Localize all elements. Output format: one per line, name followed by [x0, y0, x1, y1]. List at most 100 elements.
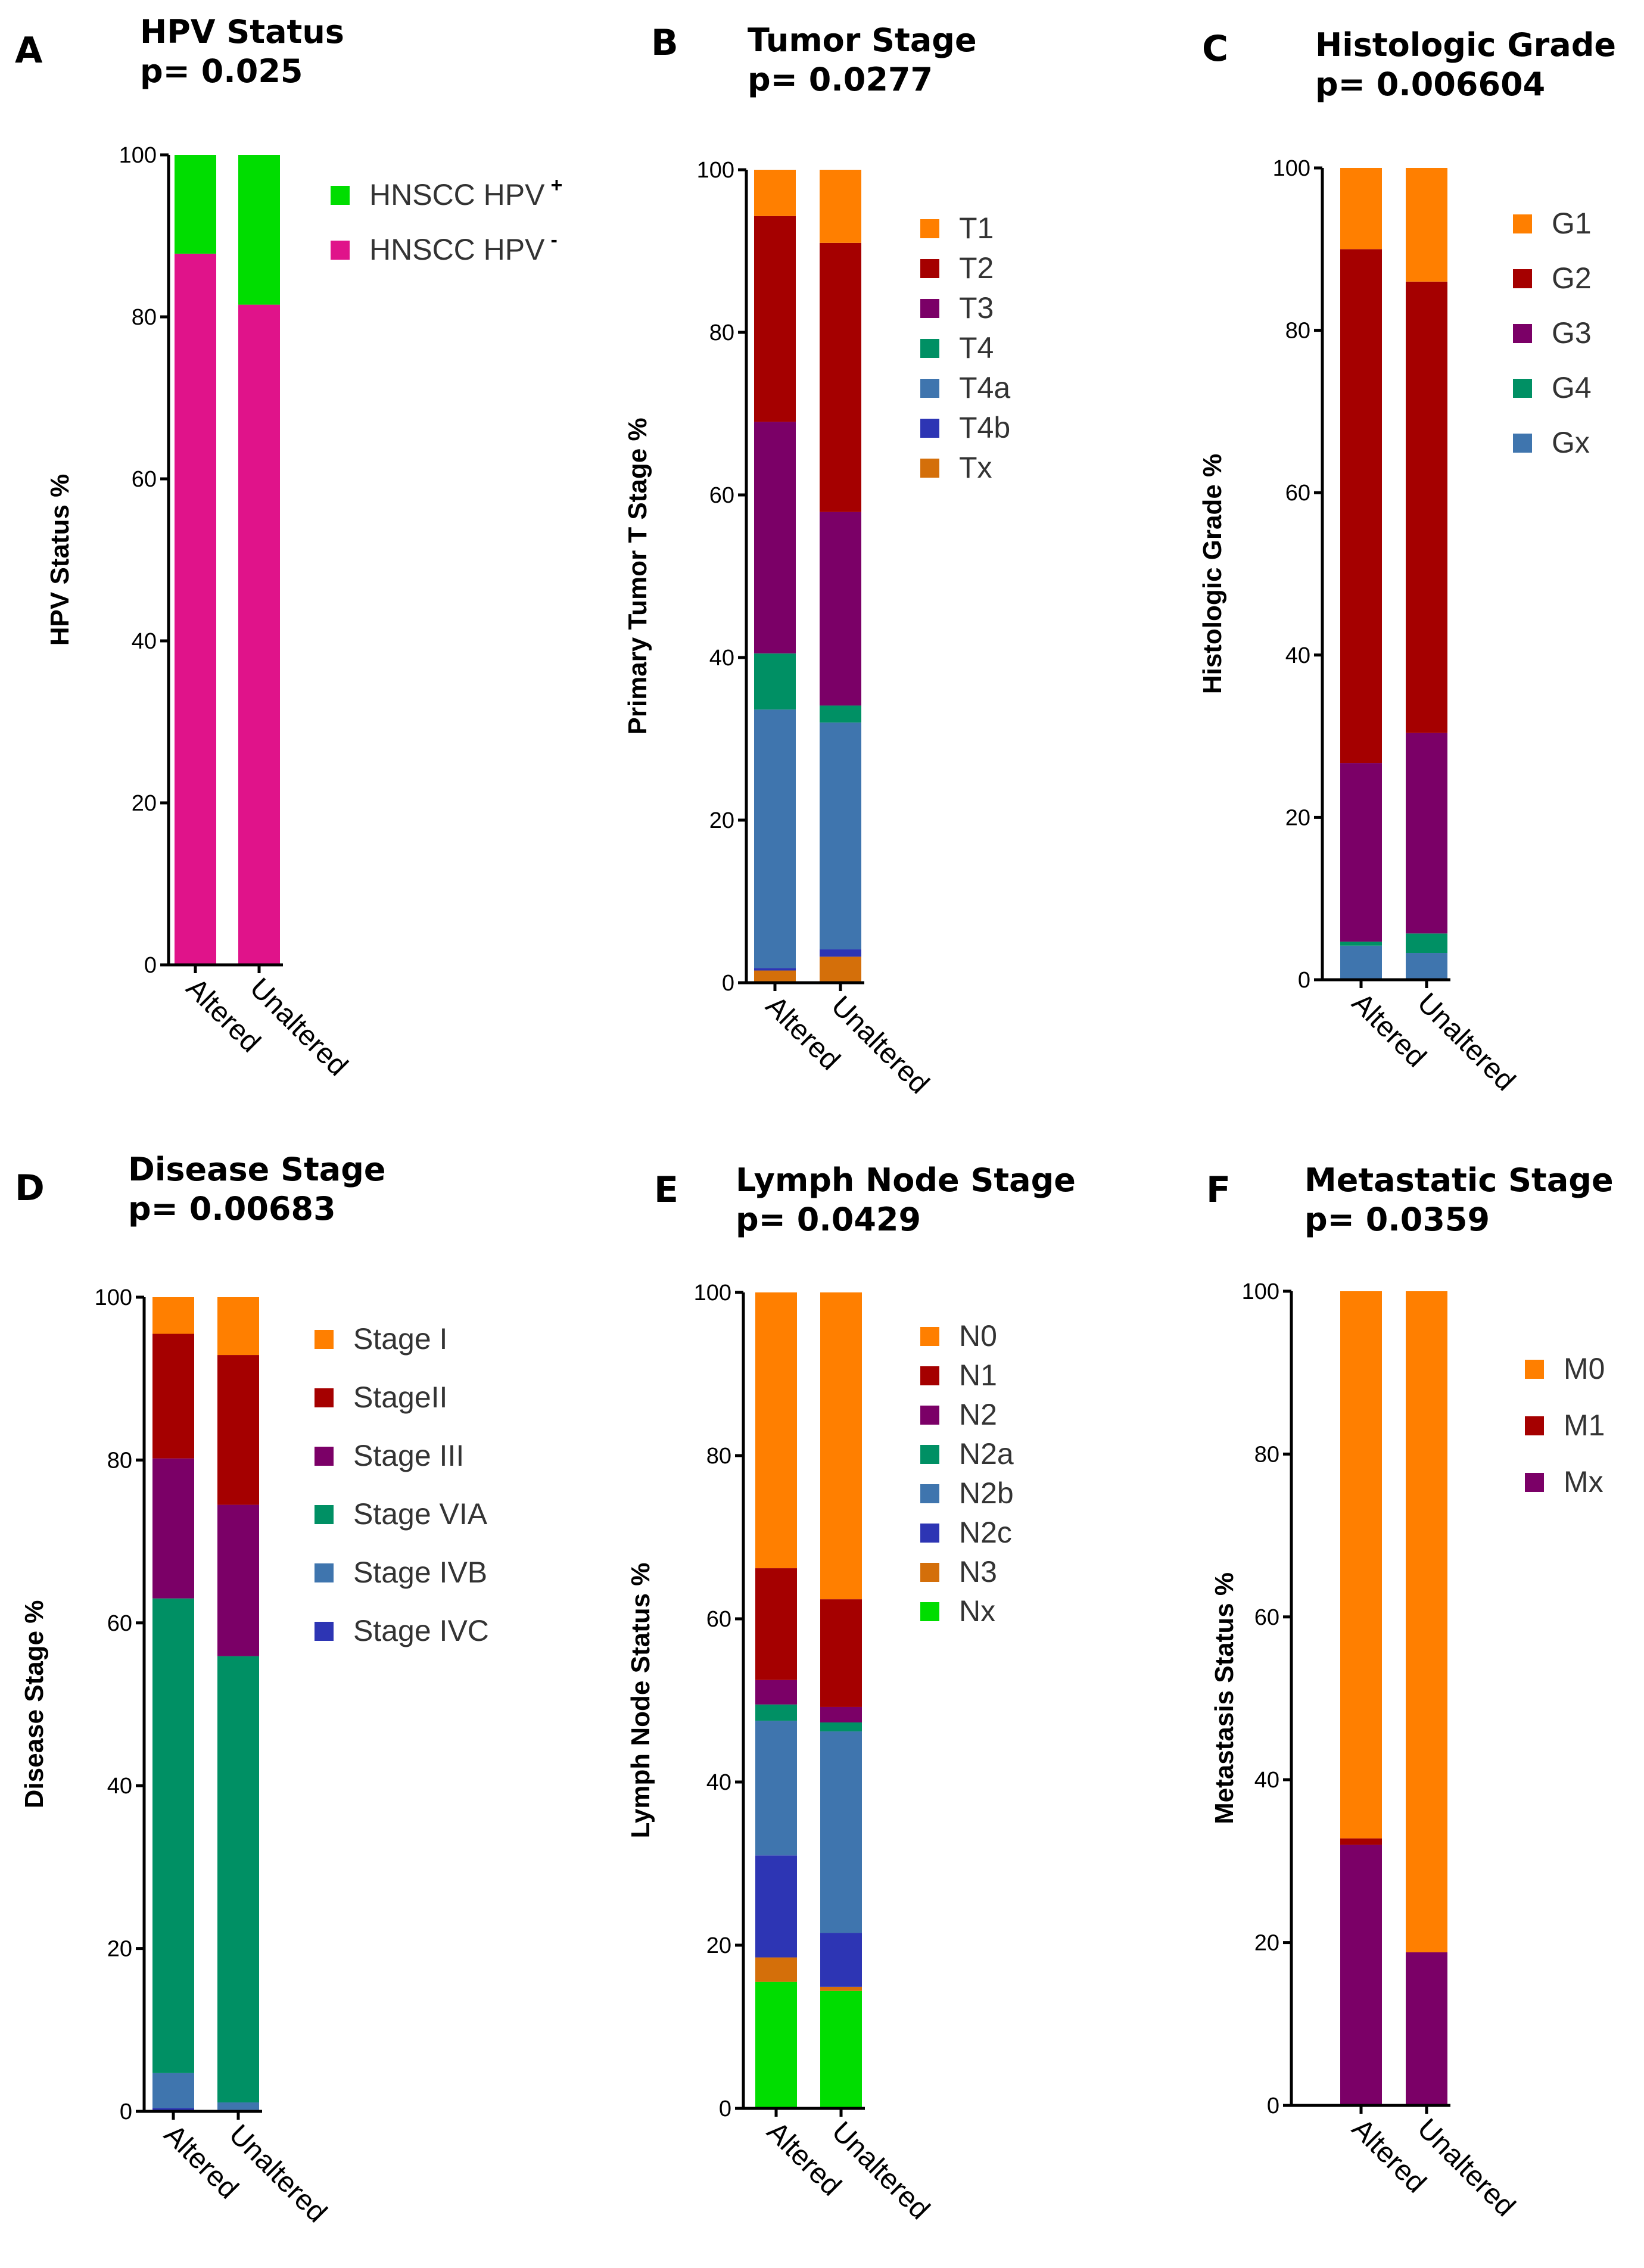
bar-segment	[1340, 945, 1382, 980]
y-axis-label: Disease Stage %	[20, 1600, 49, 1809]
bar-segment	[152, 2073, 194, 2108]
bar-segment	[820, 512, 861, 706]
legend-swatch	[920, 299, 939, 318]
bar-segment	[1340, 168, 1382, 250]
bar-segment	[1340, 1291, 1382, 1839]
legend-swatch	[331, 241, 350, 260]
bar-segment	[1406, 1291, 1447, 1953]
legend-swatch	[1525, 1360, 1544, 1379]
category-label: Unaltered	[1411, 2113, 1521, 2223]
legend-swatch	[920, 1445, 939, 1464]
y-axis-label: Histologic Grade %	[1198, 454, 1227, 694]
bar-segment	[820, 1706, 862, 1722]
legend-swatch	[920, 1524, 939, 1543]
category-label: Altered	[761, 2116, 847, 2202]
y-tick-label: 80	[1285, 319, 1310, 344]
y-tick-label: 60	[132, 467, 157, 492]
legend-swatch	[920, 1406, 939, 1425]
y-tick-label: 80	[107, 1448, 132, 1473]
bar-segment	[755, 1957, 797, 1982]
bar-segment	[820, 705, 861, 723]
legend-label: N2	[959, 1398, 997, 1431]
panel-letter: E	[654, 1169, 678, 1211]
legend-label: G3	[1552, 316, 1592, 350]
legend-swatch	[1513, 324, 1532, 343]
bar-segment	[1340, 249, 1382, 764]
p-value: p= 0.0359	[1304, 1201, 1490, 1238]
legend: M0 M1 Mx	[1525, 1352, 1605, 1498]
category-label: Unaltered	[223, 2119, 333, 2229]
legend-label: T1	[959, 211, 994, 245]
legend-swatch	[920, 459, 939, 478]
legend-label: G4	[1552, 371, 1592, 404]
legend-swatch	[315, 1388, 334, 1407]
legend-label: Stage IVC	[353, 1614, 489, 1647]
y-tick-label: 20	[709, 808, 734, 833]
category-label: Altered	[1346, 987, 1432, 1073]
bar-segment	[755, 1721, 797, 1856]
y-tick-label: 100	[1242, 1279, 1279, 1304]
y-axis-label: Primary Tumor T Stage %	[623, 418, 652, 734]
y-tick-label: 100	[119, 143, 157, 168]
bar-segment	[820, 1731, 862, 1933]
category-label: Altered	[1346, 2113, 1432, 2199]
legend-label: Nx	[959, 1594, 995, 1628]
legend-label: M0	[1564, 1352, 1605, 1385]
bar-segment	[754, 968, 796, 971]
bar-segment	[1406, 168, 1447, 282]
bar-segment	[217, 1355, 259, 1505]
y-tick-label: 20	[132, 791, 157, 816]
y-tick-label: 40	[1254, 1768, 1279, 1793]
y-tick-label: 80	[706, 1444, 731, 1469]
bar-segment	[820, 949, 861, 957]
bar-segment	[217, 2102, 259, 2110]
legend-swatch	[315, 1505, 334, 1524]
category-label: Unaltered	[244, 972, 354, 1082]
category-label: Unaltered	[1411, 987, 1521, 1097]
y-tick-label: 60	[709, 483, 734, 508]
y-tick-label: 20	[1285, 805, 1310, 830]
y-tick-label: 60	[1285, 481, 1310, 506]
legend-label: N2b	[959, 1476, 1014, 1510]
p-value: p= 0.00683	[128, 1190, 336, 1228]
y-tick-label: 60	[1254, 1605, 1279, 1630]
chart-title: Lymph Node Stage	[736, 1161, 1076, 1199]
legend-swatch	[920, 1327, 939, 1346]
legend-label: T2	[959, 251, 994, 285]
bar-segment	[152, 1458, 194, 1599]
y-tick-label: 0	[120, 2099, 132, 2124]
legend-label: Stage IVB	[353, 1556, 487, 1589]
y-tick-label: 40	[706, 1770, 731, 1795]
chart-title: HPV Status	[140, 13, 344, 51]
legend-swatch	[1525, 1416, 1544, 1435]
chart-title: Metastatic Stage	[1304, 1161, 1614, 1199]
legend-swatch	[331, 186, 350, 205]
bar-segment	[1406, 1952, 1447, 2105]
y-tick-label: 100	[1273, 156, 1310, 181]
legend-label: N3	[959, 1555, 997, 1588]
bar-segment	[1340, 941, 1382, 946]
y-tick-label: 20	[107, 1937, 132, 1962]
panel-letter: F	[1206, 1169, 1231, 1211]
legend: T1 T2 T3 T4 T4a T4b Tx	[920, 211, 1010, 484]
legend: HNSCC HPV +HNSCC HPV -	[331, 174, 562, 266]
legend-label: G2	[1552, 261, 1592, 295]
bar-segment	[152, 1297, 194, 1334]
bar-segment	[217, 1504, 259, 1656]
y-tick-label: 100	[95, 1285, 132, 1310]
legend-label: StageII	[353, 1381, 447, 1414]
legend-swatch	[315, 1563, 334, 1582]
y-tick-label: 20	[706, 1933, 731, 1958]
bar-segment	[1406, 281, 1447, 733]
legend: G1 G2 G3 G4 Gx	[1513, 207, 1592, 459]
bar-segment	[754, 653, 796, 710]
y-axis-label: Lymph Node Status %	[626, 1563, 655, 1839]
panel-letter: D	[15, 1167, 45, 1209]
legend-swatch	[920, 219, 939, 238]
legend-swatch	[920, 1602, 939, 1621]
category-label: Altered	[158, 2119, 244, 2205]
bar-segment	[1340, 763, 1382, 942]
y-tick-label: 0	[144, 953, 157, 978]
